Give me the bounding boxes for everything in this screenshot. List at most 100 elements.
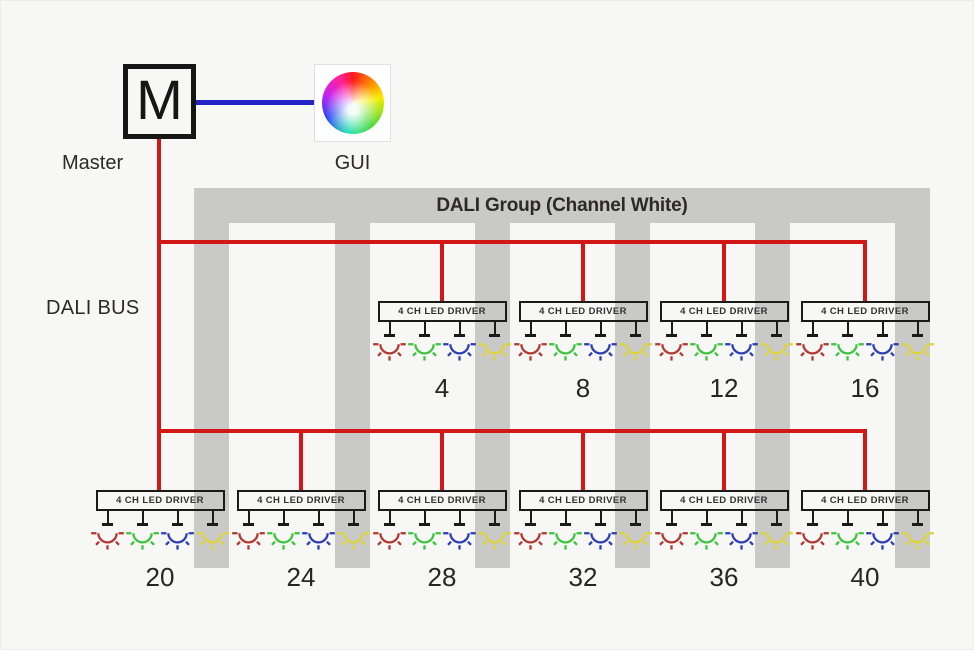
led-channel-red: [372, 511, 407, 551]
led-lamp-icon-red: [655, 532, 688, 550]
channel-wire-foot: [807, 523, 818, 526]
channel-wire-foot: [525, 334, 536, 337]
channel-wire-foot: [736, 523, 747, 526]
led-lamp-icon-green: [267, 532, 300, 550]
channel-wire-foot: [630, 334, 641, 337]
led-driver-module: 4 CH LED DRIVER: [654, 490, 794, 593]
led-channel-green: [830, 322, 865, 362]
led-driver-label: 4 CH LED DRIVER: [821, 306, 909, 317]
led-lamp-icon-yellow: [478, 343, 511, 361]
led-lamp-icon-red: [373, 343, 406, 361]
dali-bus-drop: [581, 240, 585, 303]
master-letter: M: [136, 67, 183, 131]
led-channel-blue: [442, 511, 477, 551]
led-driver-module: 4 CH LED DRIVER: [795, 301, 935, 404]
led-channels: [795, 322, 935, 362]
channel-wire: [846, 322, 849, 334]
led-lamp-icon-red: [514, 343, 547, 361]
channel-wire: [634, 322, 637, 334]
dali-address: 24: [286, 562, 316, 592]
channel-wire-foot: [419, 523, 430, 526]
led-lamp-icon-blue: [443, 532, 476, 550]
led-driver-label: 4 CH LED DRIVER: [398, 306, 486, 317]
channel-wire: [599, 511, 602, 523]
led-channels: [654, 511, 794, 551]
led-driver-label: 4 CH LED DRIVER: [539, 495, 627, 506]
led-driver-label: 4 CH LED DRIVER: [257, 495, 345, 506]
led-channel-red: [654, 322, 689, 362]
channel-wire: [106, 511, 109, 523]
led-channel-yellow: [618, 322, 653, 362]
led-channel-green: [689, 322, 724, 362]
dali-bus-drop: [863, 429, 867, 492]
channel-wire: [458, 511, 461, 523]
led-channel-blue: [865, 511, 900, 551]
led-driver-box: 4 CH LED DRIVER: [800, 301, 930, 322]
led-channels: [654, 322, 794, 362]
led-channel-green: [548, 511, 583, 551]
led-channel-blue: [301, 511, 336, 551]
led-channel-blue: [865, 322, 900, 362]
channel-wire-foot: [842, 334, 853, 337]
channel-wire: [211, 511, 214, 523]
channel-wire-foot: [525, 523, 536, 526]
gui-label: GUI: [334, 152, 371, 174]
led-lamp-icon-blue: [584, 343, 617, 361]
led-channel-red: [90, 511, 125, 551]
led-lamp-icon-red: [232, 532, 265, 550]
led-channel-yellow: [900, 511, 935, 551]
channel-wire: [564, 322, 567, 334]
channel-wire-foot: [384, 523, 395, 526]
channel-wire: [775, 322, 778, 334]
channel-wire: [811, 511, 814, 523]
led-lamp-icon-yellow: [901, 532, 934, 550]
led-channel-yellow: [477, 511, 512, 551]
channel-wire: [846, 511, 849, 523]
led-lamp-icon-yellow: [760, 343, 793, 361]
dali-address: 16: [850, 373, 880, 403]
led-channels: [795, 511, 935, 551]
led-lamp-icon-blue: [725, 343, 758, 361]
led-lamp-icon-green: [408, 343, 441, 361]
led-lamp-icon-red: [373, 532, 406, 550]
led-channel-yellow: [336, 511, 371, 551]
dali-address: 36: [709, 562, 739, 592]
channel-wire-foot: [102, 523, 113, 526]
led-channel-yellow: [477, 322, 512, 362]
dali-bus-drop: [722, 240, 726, 303]
channel-wire: [705, 322, 708, 334]
channel-wire: [176, 511, 179, 523]
master-gui-link: [196, 100, 314, 105]
channel-wire: [458, 322, 461, 334]
channel-wire: [529, 322, 532, 334]
led-channel-red: [231, 511, 266, 551]
channel-wire: [388, 322, 391, 334]
channel-wire: [317, 511, 320, 523]
led-lamp-icon-red: [91, 532, 124, 550]
led-channel-yellow: [759, 322, 794, 362]
channel-wire-foot: [454, 334, 465, 337]
channel-wire: [247, 511, 250, 523]
led-lamp-icon-green: [549, 532, 582, 550]
dali-bus-label: DALI BUS: [46, 297, 140, 319]
led-channel-yellow: [195, 511, 230, 551]
channel-wire: [599, 322, 602, 334]
led-driver-label: 4 CH LED DRIVER: [398, 495, 486, 506]
channel-wire: [493, 511, 496, 523]
channel-wire-foot: [489, 334, 500, 337]
color-wheel-icon: [321, 72, 384, 134]
channel-wire: [141, 511, 144, 523]
master-label: Master: [62, 152, 124, 174]
led-driver-box: 4 CH LED DRIVER: [659, 490, 789, 511]
led-lamp-icon-yellow: [901, 343, 934, 361]
led-driver-box: 4 CH LED DRIVER: [800, 490, 930, 511]
gui-node: [314, 64, 391, 142]
channel-wire-foot: [666, 334, 677, 337]
led-lamp-icon-red: [655, 343, 688, 361]
channel-wire: [388, 511, 391, 523]
dali-group-header: DALI Group (Channel White): [194, 188, 930, 223]
dali-bus-drop: [581, 429, 585, 492]
led-driver-module: 4 CH LED DRIVER: [654, 301, 794, 404]
channel-wire-foot: [560, 523, 571, 526]
